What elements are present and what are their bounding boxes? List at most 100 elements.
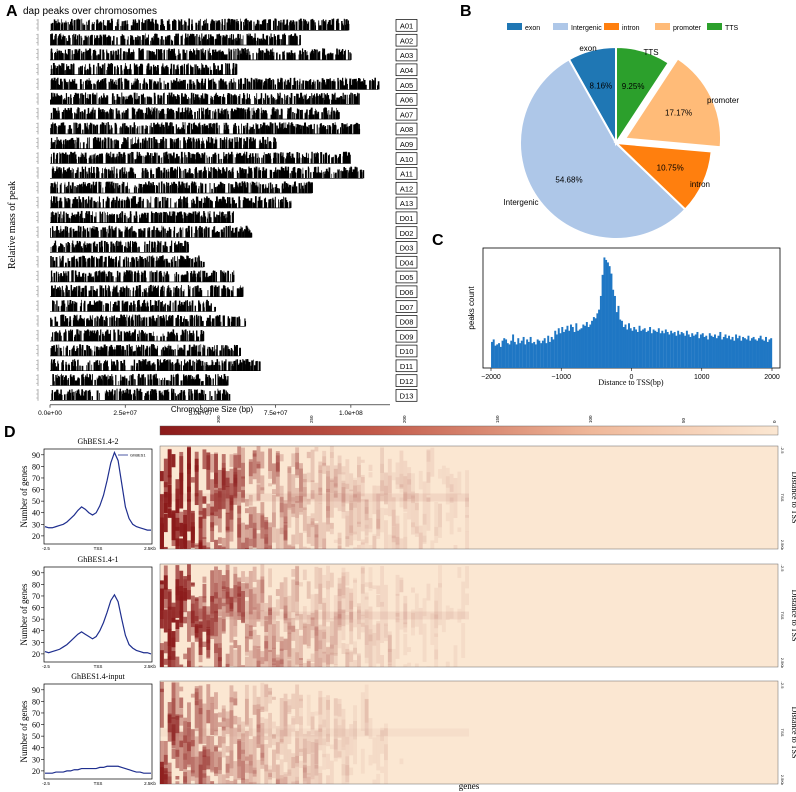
peak-bar <box>166 182 168 194</box>
peak-bar <box>63 36 65 46</box>
peak-bar <box>224 82 226 90</box>
peak-bar <box>244 48 246 60</box>
peak-bar <box>94 137 96 149</box>
peak-bar <box>224 55 226 60</box>
peak-bar <box>93 51 95 60</box>
panel-label-b: B <box>460 3 472 20</box>
peak-bar <box>203 211 205 223</box>
peak-bar <box>234 123 236 134</box>
peak-bar <box>294 54 296 60</box>
peak-bar <box>127 153 130 164</box>
peak-bar <box>207 167 209 179</box>
peak-bar <box>60 50 62 60</box>
peak-bar <box>216 201 219 208</box>
peak-bar <box>275 167 277 179</box>
peak-bar <box>59 95 61 105</box>
peak-bar <box>154 81 157 90</box>
peak-bar <box>175 183 178 194</box>
peak-bar <box>235 97 238 105</box>
chromosome-row-a03: A03 <box>36 48 418 62</box>
peak-bar <box>151 51 154 60</box>
peak-bar <box>325 19 327 31</box>
peak-bar <box>215 109 217 120</box>
peak-bar <box>225 34 228 46</box>
peak-bar <box>81 201 83 208</box>
peak-bar <box>317 52 319 60</box>
peak-bar <box>122 185 124 194</box>
peak-bar <box>84 166 87 179</box>
peak-bar <box>133 197 136 208</box>
peak-bar <box>113 153 115 164</box>
peak-bar <box>74 24 76 31</box>
peak-bar <box>70 63 73 75</box>
peak-bar <box>238 79 240 90</box>
peak-bar <box>341 171 344 179</box>
peak-bar <box>171 122 173 134</box>
peak-bar <box>107 35 110 46</box>
peak-bar <box>202 203 205 208</box>
peak-bar <box>210 123 212 134</box>
peak-bar <box>255 172 257 179</box>
peak-bar <box>158 110 160 120</box>
peak-bar <box>211 138 214 149</box>
peak-bar <box>214 52 217 60</box>
peak-bar <box>214 123 216 134</box>
peak-bar <box>269 20 272 31</box>
panel-label-a: A <box>6 3 18 20</box>
peak-bar <box>58 50 61 60</box>
peak-bar <box>287 95 289 105</box>
peak-bar <box>188 79 190 90</box>
peak-bar <box>283 33 286 46</box>
peak-bar <box>154 112 156 120</box>
peak-bar <box>228 183 230 194</box>
peak-bar <box>79 111 82 120</box>
peak-bar <box>67 129 69 134</box>
peak-bar <box>160 139 162 149</box>
peak-bar <box>282 183 284 194</box>
peak-bar <box>169 138 172 149</box>
peak-bar <box>181 214 183 223</box>
peak-bar <box>287 25 289 31</box>
peak-bar <box>316 110 317 120</box>
peak-bar <box>166 113 168 120</box>
peak-bar <box>259 201 262 208</box>
peak-bar <box>257 153 259 164</box>
peak-bar <box>260 200 263 208</box>
peak-bar <box>212 168 214 179</box>
peak-bar <box>146 140 148 149</box>
peak-bar <box>109 36 112 46</box>
peak-bar <box>283 188 285 194</box>
peak-bar <box>54 52 56 60</box>
peak-bar <box>51 168 54 179</box>
peak-bar <box>301 109 303 120</box>
peak-bar <box>81 156 83 164</box>
peak-bar <box>200 125 202 134</box>
peak-bar <box>138 188 139 194</box>
peak-bar <box>70 107 73 120</box>
peak-bar <box>260 123 262 134</box>
peak-bar <box>306 55 309 60</box>
peak-bar <box>315 97 317 105</box>
peak-bar <box>305 183 308 194</box>
peak-bar <box>179 166 180 179</box>
peak-bar <box>344 94 347 105</box>
peak-bar <box>111 81 113 90</box>
peak-bar <box>219 96 221 105</box>
peak-bar <box>310 19 313 31</box>
peak-bar <box>65 144 68 149</box>
peak-bar <box>239 108 241 120</box>
peak-bar <box>252 124 254 134</box>
peak-bar <box>97 171 100 179</box>
peak-bar <box>195 159 196 164</box>
peak-bar <box>333 172 335 179</box>
peak-bar <box>198 23 200 31</box>
peak-bar <box>191 129 194 134</box>
peak-bar <box>225 84 228 90</box>
peak-bar <box>173 53 176 60</box>
peak-bar <box>209 142 211 149</box>
peak-bar <box>218 125 220 134</box>
peak-bar <box>237 107 240 120</box>
peak-bar <box>85 48 87 60</box>
peak-bar <box>309 109 311 120</box>
peak-bar <box>145 39 147 46</box>
